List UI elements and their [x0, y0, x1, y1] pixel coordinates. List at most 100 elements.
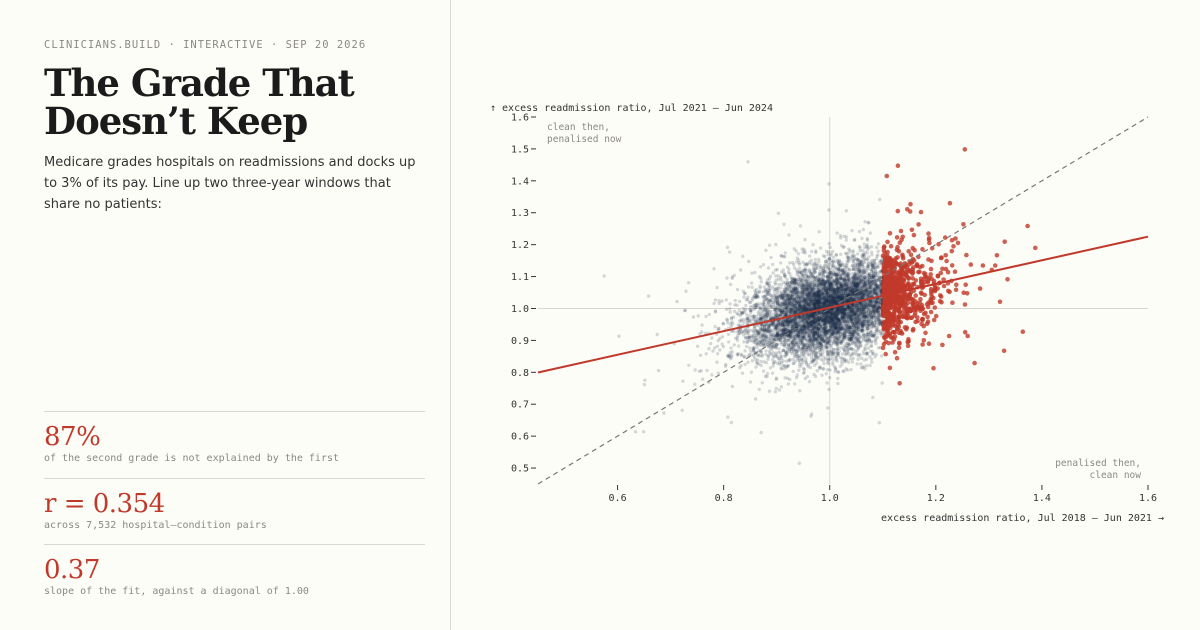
- data-point: [718, 348, 722, 352]
- data-point: [813, 316, 817, 321]
- data-point: [837, 319, 842, 323]
- data-point: [776, 286, 780, 290]
- data-point: [869, 324, 874, 329]
- data-point: [725, 276, 729, 280]
- data-point: [818, 341, 823, 345]
- data-point: [860, 329, 864, 333]
- data-point: [766, 302, 770, 306]
- data-point: [872, 275, 876, 279]
- data-point: [818, 337, 823, 341]
- data-point: [840, 305, 845, 309]
- data-point: [853, 283, 857, 287]
- data-point: [726, 354, 730, 358]
- data-point: [829, 293, 833, 297]
- data-point: [787, 284, 791, 288]
- data-point: [826, 353, 830, 357]
- penalised-point: [1025, 223, 1030, 229]
- data-point: [868, 300, 873, 304]
- data-point: [871, 324, 876, 328]
- data-point: [797, 306, 802, 310]
- data-point: [871, 321, 875, 325]
- y-tick-label: 0.6: [511, 432, 529, 443]
- data-point: [778, 294, 782, 299]
- data-point: [836, 352, 841, 356]
- y-tick-label: 1.2: [511, 240, 529, 251]
- data-point: [851, 308, 855, 312]
- data-point: [873, 272, 878, 276]
- penalised-point: [925, 319, 931, 325]
- data-point: [833, 300, 837, 304]
- data-point: [824, 302, 828, 306]
- data-point: [728, 282, 733, 287]
- data-point: [700, 323, 704, 327]
- y-tick-label: 0.7: [511, 400, 529, 411]
- data-point: [798, 300, 802, 304]
- data-point: [861, 314, 865, 318]
- data-point: [823, 280, 827, 285]
- data-point: [833, 294, 838, 299]
- data-point: [826, 297, 830, 302]
- data-point: [759, 265, 763, 269]
- data-point: [750, 339, 754, 343]
- data-point: [641, 430, 646, 434]
- data-point: [849, 328, 854, 332]
- data-point: [794, 324, 798, 328]
- data-point: [877, 322, 881, 327]
- stat-correlation: r = 0.354 across 7,532 hospital–conditio…: [44, 478, 425, 531]
- data-point: [839, 309, 843, 313]
- data-point: [814, 292, 818, 296]
- data-point: [839, 323, 843, 328]
- data-point: [782, 222, 786, 226]
- data-point: [792, 266, 797, 270]
- data-point: [810, 314, 815, 318]
- data-point: [839, 243, 844, 248]
- data-point: [785, 289, 789, 294]
- data-point: [704, 314, 708, 319]
- penalised-point: [894, 261, 899, 267]
- data-point: [764, 337, 768, 342]
- data-point: [833, 369, 837, 374]
- data-point: [861, 282, 866, 287]
- data-point: [732, 343, 736, 347]
- penalised-point: [928, 266, 934, 272]
- data-point: [789, 301, 793, 306]
- data-point: [830, 321, 834, 326]
- data-point: [759, 359, 763, 364]
- data-point: [765, 292, 769, 297]
- y-tick-label: 1.3: [511, 208, 529, 219]
- data-point: [856, 357, 860, 362]
- data-point: [764, 342, 769, 347]
- data-point: [742, 329, 746, 334]
- data-point: [849, 309, 854, 313]
- data-point: [790, 326, 794, 330]
- data-point: [693, 368, 697, 372]
- data-point: [818, 304, 822, 309]
- data-point: [848, 325, 853, 329]
- data-point: [869, 344, 874, 348]
- data-point: [832, 312, 836, 316]
- data-point: [850, 308, 855, 312]
- data-point: [790, 351, 794, 356]
- data-point: [801, 274, 805, 279]
- y-tick-label: 1.4: [511, 176, 529, 187]
- data-point: [856, 307, 860, 311]
- y-tick-label: 0.5: [511, 464, 529, 475]
- data-point: [812, 363, 817, 367]
- data-point: [812, 302, 817, 306]
- data-point: [728, 302, 732, 306]
- data-point: [856, 332, 860, 337]
- data-point: [783, 324, 788, 329]
- data-point: [784, 350, 788, 354]
- data-point: [860, 303, 864, 308]
- data-point: [836, 308, 840, 312]
- data-point: [715, 360, 719, 364]
- data-point: [864, 352, 869, 356]
- data-point: [739, 268, 743, 272]
- data-point: [827, 241, 831, 246]
- data-point: [826, 406, 830, 410]
- penalised-point: [920, 342, 925, 347]
- data-point: [855, 316, 859, 320]
- data-point: [804, 297, 808, 301]
- penalised-point: [931, 317, 937, 323]
- data-point: [765, 288, 769, 292]
